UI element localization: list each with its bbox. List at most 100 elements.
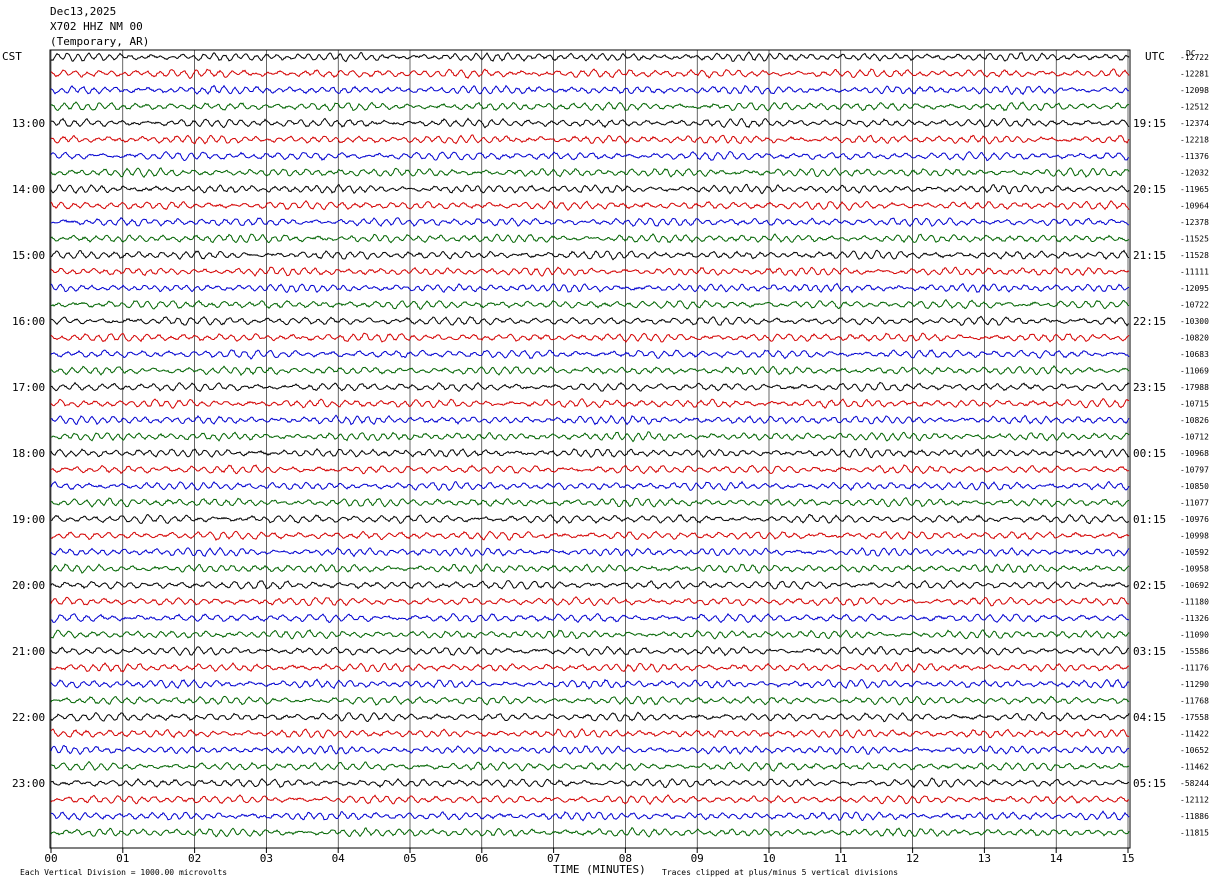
dc-offset-label: -11815: [1180, 829, 1209, 838]
x-tick-label: 09: [691, 852, 704, 865]
dc-offset-label: -12098: [1180, 86, 1209, 95]
seismic-trace: [50, 810, 1130, 822]
dc-offset-label: -11528: [1180, 251, 1209, 260]
seismic-trace: [50, 414, 1130, 426]
dc-offset-label: -10976: [1180, 515, 1209, 524]
seismic-trace: [50, 381, 1130, 393]
seismic-trace: [50, 613, 1130, 624]
hour-label-right: 00:15: [1133, 447, 1166, 460]
seismic-trace: [50, 678, 1130, 690]
seismic-trace: [50, 728, 1130, 739]
hour-label-left: 19:00: [12, 513, 45, 526]
x-tick-label: 07: [547, 852, 560, 865]
hour-label-left: 18:00: [12, 447, 45, 460]
dc-offset-label: -11326: [1180, 614, 1209, 623]
dc-offset-label: -12032: [1180, 169, 1209, 178]
x-tick-label: 14: [1050, 852, 1064, 865]
dc-offset-label: -11111: [1180, 268, 1209, 277]
hour-label-left: 22:00: [12, 711, 45, 724]
seismic-trace: [50, 645, 1130, 657]
seismic-trace: [50, 266, 1130, 277]
x-tick-label: 05: [403, 852, 416, 865]
dc-offset-label: -11462: [1180, 763, 1209, 772]
seismic-trace: [50, 579, 1130, 590]
plot-frame: [49, 49, 1131, 849]
seismic-trace: [50, 68, 1130, 80]
right-timezone-label: UTC: [1145, 50, 1165, 63]
hour-label-left: 13:00: [12, 117, 45, 130]
hour-label-left: 16:00: [12, 315, 45, 328]
seismic-trace: [50, 744, 1130, 756]
dc-offset-label: -10968: [1180, 449, 1209, 458]
hour-label-right: 20:15: [1133, 183, 1166, 196]
hour-label-left: 20:00: [12, 579, 45, 592]
dc-offset-label: -11290: [1180, 680, 1209, 689]
seismic-trace: [50, 794, 1130, 806]
dc-offset-label: -11886: [1180, 812, 1209, 821]
dc-offset-label: -17988: [1180, 383, 1209, 392]
dc-offset-label: -10998: [1180, 532, 1209, 541]
hour-label-right: 22:15: [1133, 315, 1166, 328]
seismic-trace: [50, 629, 1130, 640]
x-tick-label: 03: [260, 852, 273, 865]
seismic-trace: [50, 167, 1130, 178]
dc-offset-label: -10722: [1180, 301, 1209, 310]
hour-label-right: 05:15: [1133, 777, 1166, 790]
dc-offset-label: -10300: [1180, 317, 1209, 326]
dc-offset-label: -11069: [1180, 367, 1209, 376]
seismic-trace: [50, 513, 1130, 525]
plot-date: Dec13,2025: [50, 5, 117, 18]
hour-label-left: 17:00: [12, 381, 45, 394]
hour-label-left: 14:00: [12, 183, 45, 196]
seismic-trace: [50, 134, 1130, 145]
dc-offset-label: -11965: [1180, 185, 1209, 194]
seismic-trace: [50, 117, 1130, 129]
seismic-trace: [50, 315, 1130, 327]
dc-offset-label: -12281: [1180, 70, 1209, 79]
x-tick-label: 10: [762, 852, 775, 865]
dc-offset-label: -10712: [1180, 433, 1209, 442]
x-tick-label: 13: [978, 852, 991, 865]
dc-offset-label: -11176: [1180, 664, 1209, 673]
dc-offset-label: -10592: [1180, 548, 1209, 557]
dc-offset-label: -12112: [1180, 796, 1209, 805]
seismic-trace: [50, 530, 1130, 541]
x-tick-label: 15: [1121, 852, 1134, 865]
dc-offset-label: -11180: [1180, 598, 1209, 607]
dc-offset-label: -12378: [1180, 218, 1209, 227]
hour-label-right: 02:15: [1133, 579, 1166, 592]
station-location: (Temporary, AR): [50, 35, 150, 48]
hour-label-right: 01:15: [1133, 513, 1166, 526]
x-tick-label: 01: [116, 852, 129, 865]
dc-offset-label: -10826: [1180, 416, 1209, 425]
seismic-trace: [50, 282, 1130, 294]
seismic-trace: [50, 398, 1130, 409]
x-tick-label: 06: [475, 852, 488, 865]
vertical-division-note: Each Vertical Division = 1000.00 microvo…: [20, 868, 228, 877]
seismic-trace: [50, 431, 1130, 443]
dc-offset-label: -10850: [1180, 482, 1209, 491]
seismic-trace: [50, 563, 1130, 574]
hour-label-right: 19:15: [1133, 117, 1166, 130]
seismic-trace: [50, 365, 1130, 377]
dc-offset-label: -58244: [1180, 779, 1209, 788]
dc-offset-label: -12218: [1180, 136, 1209, 145]
seismic-trace: [50, 661, 1130, 674]
seismic-trace: [50, 183, 1130, 195]
dc-offset-label: -11376: [1180, 152, 1209, 161]
seismic-trace: [50, 101, 1130, 112]
seismic-trace: [50, 150, 1130, 162]
seismic-trace: [50, 777, 1130, 789]
seismic-trace: [50, 233, 1130, 244]
x-tick-label: 11: [834, 852, 847, 865]
seismic-trace: [50, 695, 1130, 706]
station-id: X702 HHZ NM 00: [50, 20, 143, 33]
left-timezone-label: CST: [2, 50, 22, 63]
dc-offset-label: -12512: [1180, 103, 1209, 112]
seismic-trace: [50, 249, 1130, 261]
x-tick-label: 02: [188, 852, 201, 865]
seismic-trace: [50, 199, 1130, 211]
dc-offset-label: -12095: [1180, 284, 1209, 293]
dc-offset-label: -11525: [1180, 235, 1209, 244]
